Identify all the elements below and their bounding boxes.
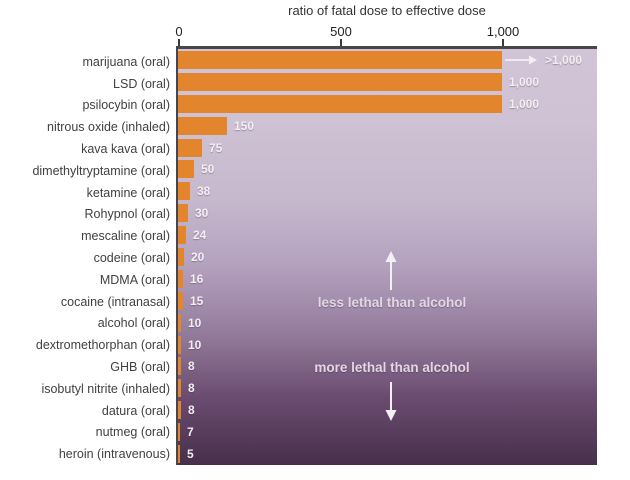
bar-row: 1,000 bbox=[178, 93, 597, 115]
bar bbox=[178, 423, 180, 442]
bar-value-label: >1,000 bbox=[545, 52, 583, 67]
category-label: heroin (intravenous) bbox=[58, 447, 170, 462]
bar-row: 8 bbox=[178, 377, 597, 399]
category-label: LSD (oral) bbox=[113, 76, 170, 91]
bar-row: 15 bbox=[178, 290, 597, 312]
category-label: mescaline (oral) bbox=[81, 229, 170, 244]
bar-value-label: 7 bbox=[187, 425, 194, 440]
bar bbox=[178, 50, 502, 69]
bar-value-label: 10 bbox=[188, 337, 202, 352]
axis-tick-label-500: 500 bbox=[330, 24, 352, 39]
bar-row: 24 bbox=[178, 224, 597, 246]
category-label: nitrous oxide (inhaled) bbox=[47, 120, 170, 135]
bar bbox=[178, 116, 227, 135]
bar-row: 30 bbox=[178, 202, 597, 224]
bar bbox=[178, 247, 184, 266]
bar-row: 10 bbox=[178, 312, 597, 334]
category-label: marijuana (oral) bbox=[82, 54, 170, 69]
up-arrow-icon bbox=[385, 251, 397, 290]
bar bbox=[178, 94, 502, 113]
category-label: dimethyltryptamine (oral) bbox=[32, 163, 170, 178]
axis-tick-mark-0 bbox=[178, 39, 180, 47]
bar-value-label: 1,000 bbox=[509, 96, 540, 111]
less-lethal-annotation: less lethal than alcohol bbox=[317, 295, 467, 310]
axis-tick-mark-1000 bbox=[502, 39, 504, 47]
bar-value-label: 5 bbox=[187, 446, 194, 461]
category-label: cocaine (intranasal) bbox=[60, 294, 170, 309]
category-label: kava kava (oral) bbox=[81, 142, 170, 157]
bar-value-label: 20 bbox=[191, 249, 205, 264]
bar-value-label: 8 bbox=[188, 403, 195, 418]
bar bbox=[178, 138, 202, 157]
bar-row: 38 bbox=[178, 180, 597, 202]
category-label: Rohypnol (oral) bbox=[84, 207, 170, 222]
category-label: GHB (oral) bbox=[110, 360, 170, 375]
bar-value-label: 150 bbox=[234, 118, 255, 133]
plot-area: >1,000 1,000 1,000 150 75 50 38 30 24 20 16 15 10 10 8… bbox=[176, 46, 597, 465]
category-label: datura (oral) bbox=[101, 403, 170, 418]
bar bbox=[178, 72, 502, 91]
category-label: alcohol (oral) bbox=[97, 316, 170, 331]
category-labels-column: marijuana (oral) LSD (oral) psilocybin (or… bbox=[0, 51, 170, 465]
bar bbox=[178, 401, 181, 420]
bar-row: 50 bbox=[178, 158, 597, 180]
bar-row: 150 bbox=[178, 115, 597, 137]
bar-row: 8 bbox=[178, 399, 597, 421]
bar bbox=[178, 269, 183, 288]
bar bbox=[178, 204, 188, 223]
bar bbox=[178, 160, 194, 179]
category-label: isobutyl nitrite (inhaled) bbox=[41, 381, 170, 396]
bar-row: 8 bbox=[178, 355, 597, 377]
bar bbox=[178, 444, 180, 463]
bar-row: 20 bbox=[178, 246, 597, 268]
bar bbox=[178, 335, 181, 354]
more-lethal-annotation: more lethal than alcohol bbox=[314, 360, 470, 375]
bar-row: 10 bbox=[178, 334, 597, 356]
bar-value-label: 50 bbox=[201, 162, 215, 177]
bar-row: >1,000 bbox=[178, 49, 597, 71]
category-label: psilocybin (oral) bbox=[82, 98, 170, 113]
bar-value-label: 10 bbox=[188, 315, 202, 330]
bar bbox=[178, 379, 181, 398]
bar-value-label: 8 bbox=[188, 359, 195, 374]
chart-title: ratio of fatal dose to effective dose bbox=[288, 3, 486, 18]
down-arrow-icon bbox=[385, 382, 397, 421]
right-arrow-icon bbox=[505, 55, 537, 65]
bar-value-label: 30 bbox=[195, 206, 209, 221]
bar bbox=[178, 226, 186, 245]
bar-row: 7 bbox=[178, 421, 597, 443]
bars-container: >1,000 1,000 1,000 150 75 50 38 30 24 20 16 15 10 10 8… bbox=[178, 49, 597, 465]
category-label: dextromethorphan (oral) bbox=[35, 338, 170, 353]
bar-value-label: 8 bbox=[188, 381, 195, 396]
axis-tick-label-1000: 1,000 bbox=[486, 24, 520, 39]
bar-value-label: 38 bbox=[197, 184, 211, 199]
category-label: MDMA (oral) bbox=[99, 272, 170, 287]
bar-value-label: 16 bbox=[190, 271, 204, 286]
axis-tick-mark-500 bbox=[340, 39, 342, 47]
bar-row: 1,000 bbox=[178, 71, 597, 93]
axis-tick-label-0: 0 bbox=[175, 24, 183, 39]
bar-value-label: 1,000 bbox=[509, 74, 540, 89]
bar-row: 16 bbox=[178, 268, 597, 290]
category-label: ketamine (oral) bbox=[86, 185, 170, 200]
bar bbox=[178, 291, 183, 310]
category-label: nutmeg (oral) bbox=[95, 425, 170, 440]
bar-value-label: 24 bbox=[193, 228, 207, 243]
bar-value-label: 15 bbox=[190, 293, 204, 308]
bar bbox=[178, 182, 190, 201]
category-label: codeine (oral) bbox=[93, 251, 170, 266]
bar-value-label: 75 bbox=[209, 140, 223, 155]
bar-row: 5 bbox=[178, 443, 597, 465]
bar bbox=[178, 357, 181, 376]
bar bbox=[178, 313, 181, 332]
bar-row: 75 bbox=[178, 137, 597, 159]
